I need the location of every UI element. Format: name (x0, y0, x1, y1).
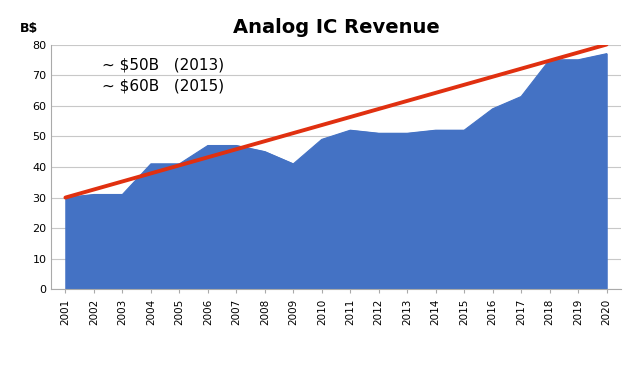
Text: B$: B$ (20, 22, 38, 35)
Title: Analog IC Revenue: Analog IC Revenue (232, 19, 440, 37)
Text: ~ $50B   (2013): ~ $50B (2013) (102, 57, 225, 72)
Text: ~ $60B   (2015): ~ $60B (2015) (102, 78, 225, 93)
